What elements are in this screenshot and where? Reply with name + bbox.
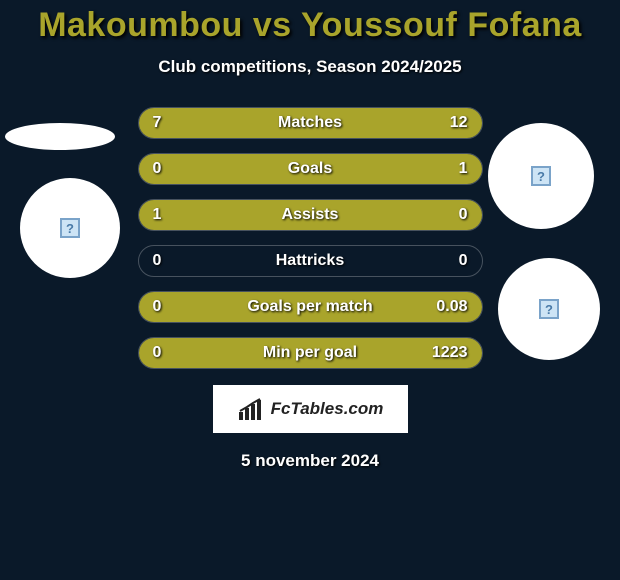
stat-value-right: 0.08 <box>436 298 467 316</box>
stat-label: Assists <box>282 206 339 224</box>
stat-row: 7 12 Matches <box>138 107 483 139</box>
stat-row: 0 0.08 Goals per match <box>138 291 483 323</box>
stats-list: 7 12 Matches 0 1 Goals 1 0 Assists 0 0 Hattricks 0 0.… <box>138 107 483 369</box>
stat-value-left: 0 <box>153 160 162 178</box>
stat-value-left: 0 <box>153 344 162 362</box>
stat-value-left: 1 <box>153 206 162 224</box>
stat-label: Matches <box>278 114 342 132</box>
stat-value-left: 0 <box>153 252 162 270</box>
stat-value-left: 0 <box>153 298 162 316</box>
decor-circle-left: ? <box>20 178 120 278</box>
placeholder-image-icon: ? <box>539 299 559 319</box>
placeholder-image-icon: ? <box>60 218 80 238</box>
stat-value-right: 0 <box>459 206 468 224</box>
brand-bars-icon <box>237 398 265 420</box>
stat-value-right: 1 <box>459 160 468 178</box>
brand-badge: FcTables.com <box>213 385 408 433</box>
stat-value-left: 7 <box>153 114 162 132</box>
placeholder-image-icon: ? <box>531 166 551 186</box>
decor-circle-top-right: ? <box>488 123 594 229</box>
stat-label: Goals <box>288 160 332 178</box>
stat-value-right: 1223 <box>432 344 468 362</box>
date-label: 5 november 2024 <box>0 451 620 471</box>
stat-label: Hattricks <box>276 252 344 270</box>
stat-row: 0 1223 Min per goal <box>138 337 483 369</box>
stat-row: 0 1 Goals <box>138 153 483 185</box>
stat-label: Goals per match <box>247 298 372 316</box>
page-subtitle: Club competitions, Season 2024/2025 <box>0 57 620 77</box>
brand-text: FcTables.com <box>271 399 384 419</box>
decor-ellipse <box>5 123 115 150</box>
stat-row: 1 0 Assists <box>138 199 483 231</box>
decor-circle-bottom-right: ? <box>498 258 600 360</box>
stat-value-right: 0 <box>459 252 468 270</box>
page-title: Makoumbou vs Youssouf Fofana <box>0 6 620 45</box>
stat-label: Min per goal <box>263 344 357 362</box>
stat-row: 0 0 Hattricks <box>138 245 483 277</box>
stat-value-right: 12 <box>450 114 468 132</box>
